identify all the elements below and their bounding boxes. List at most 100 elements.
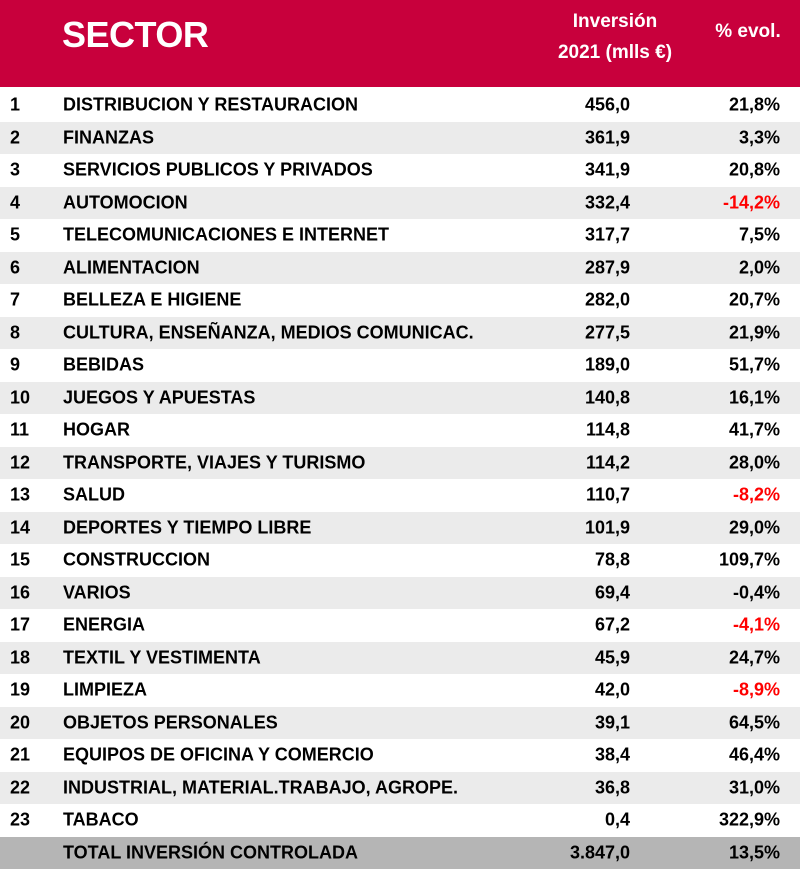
table-row: 21 EQUIPOS DE OFICINA Y COMERCIO 38,4 46,4%	[0, 739, 800, 772]
evolution-cell: -4,1%	[732, 614, 780, 635]
sector-name-cell: LIMPIEZA	[63, 679, 147, 700]
evolution-cell: 322,9%	[718, 809, 780, 830]
table-row: 5 TELECOMUNICACIONES E INTERNET 317,7 7,5%	[0, 219, 800, 252]
investment-cell: 42,0	[594, 679, 630, 700]
sector-name-cell: SERVICIOS PUBLICOS Y PRIVADOS	[63, 159, 373, 180]
rank-cell: 1	[10, 94, 21, 115]
investment-cell: 287,9	[584, 257, 630, 278]
investment-cell: 69,4	[594, 582, 630, 603]
table-row: 8 CULTURA, ENSEÑANZA, MEDIOS COMUNICAC. 27…	[0, 316, 800, 349]
table-row: 19 LIMPIEZA 42,0 -8,9%	[0, 674, 800, 707]
evolution-cell: 64,5%	[728, 712, 780, 733]
rank-cell: 7	[10, 289, 21, 310]
evolution-column-header: % evol.	[715, 21, 781, 42]
table-row: 17 ENERGIA 67,2 -4,1%	[0, 609, 800, 642]
table-row: 10 JUEGOS Y APUESTAS 140,8 16,1%	[0, 381, 800, 414]
sector-name-cell: EQUIPOS DE OFICINA Y COMERCIO	[63, 744, 374, 765]
sector-name-cell: CULTURA, ENSEÑANZA, MEDIOS COMUNICAC.	[63, 322, 474, 343]
table-row: 14 DEPORTES Y TIEMPO LIBRE 101,9 29,0%	[0, 511, 800, 544]
investment-cell: 114,2	[585, 452, 630, 473]
sector-name-cell: ENERGIA	[63, 614, 146, 635]
table-header: SECTOR Inversión 2021 (mlls €) % evol.	[0, 0, 800, 87]
total-row: TOTAL INVERSIÓN CONTROLADA 3.847,0 13,5%	[0, 836, 800, 869]
table-row: 15 CONSTRUCCION 78,8 109,7%	[0, 544, 800, 577]
sector-name-cell: CONSTRUCCION	[63, 549, 210, 570]
rank-cell: 5	[10, 224, 21, 245]
rank-cell: 6	[10, 257, 21, 278]
sector-name-cell: BEBIDAS	[63, 354, 145, 375]
investment-cell: 110,7	[585, 484, 630, 505]
table-row: 6 ALIMENTACION 287,9 2,0%	[0, 251, 800, 284]
investment-cell: 0,4	[604, 809, 630, 830]
evolution-cell: 21,8%	[728, 94, 780, 115]
table-body: 1 DISTRIBUCION Y RESTAURACION 456,0 21,8% 2 F…	[0, 89, 800, 869]
rank-cell: 4	[10, 192, 21, 213]
investment-header-line1: Inversión	[572, 11, 658, 32]
evolution-cell: 3,3%	[738, 127, 780, 148]
investment-cell: 78,8	[594, 549, 630, 570]
sector-column-header: SECTOR	[62, 14, 209, 55]
table-row: 20 OBJETOS PERSONALES 39,1 64,5%	[0, 706, 800, 739]
evolution-cell: 16,1%	[728, 387, 780, 408]
rank-cell: 8	[10, 322, 21, 343]
evolution-cell: 2,0%	[738, 257, 780, 278]
rank-cell: 22	[10, 777, 31, 798]
rank-cell: 9	[10, 354, 21, 375]
rank-cell: 17	[10, 614, 31, 635]
sector-name-cell: INDUSTRIAL, MATERIAL.TRABAJO, AGROPE.	[63, 777, 458, 798]
table-row: 9 BEBIDAS 189,0 51,7%	[0, 349, 800, 382]
sector-name-cell: DEPORTES Y TIEMPO LIBRE	[63, 517, 312, 538]
investment-cell: 282,0	[584, 289, 630, 310]
evolution-cell: 51,7%	[728, 354, 780, 375]
sector-name-cell: VARIOS	[63, 582, 131, 603]
investment-cell: 332,4	[584, 192, 630, 213]
evolution-cell: 46,4%	[728, 744, 780, 765]
evolution-cell: -14,2%	[722, 192, 780, 213]
investment-cell: 114,8	[585, 419, 630, 440]
total-investment-cell: 3.847,0	[569, 842, 630, 862]
table-row: 2 FINANZAS 361,9 3,3%	[0, 121, 800, 154]
sector-name-cell: HOGAR	[63, 419, 130, 440]
evolution-cell: -8,9%	[732, 679, 780, 700]
rank-cell: 16	[10, 582, 31, 603]
rank-cell: 20	[10, 712, 31, 733]
investment-cell: 140,8	[584, 387, 630, 408]
rank-cell: 13	[10, 484, 31, 505]
investment-cell: 277,5	[584, 322, 630, 343]
evolution-cell: 20,7%	[728, 289, 780, 310]
rank-cell: 21	[10, 744, 31, 765]
investment-cell: 45,9	[594, 647, 630, 668]
table-row: 22 INDUSTRIAL, MATERIAL.TRABAJO, AGROPE. 3…	[0, 771, 800, 804]
sector-name-cell: OBJETOS PERSONALES	[63, 712, 278, 733]
table-row: 13 SALUD 110,7 -8,2%	[0, 479, 800, 512]
table-row: 7 BELLEZA E HIGIENE 282,0 20,7%	[0, 284, 800, 317]
total-label-cell: TOTAL INVERSIÓN CONTROLADA	[63, 842, 359, 862]
table-row: 11 HOGAR 114,8 41,7%	[0, 414, 800, 447]
sector-name-cell: JUEGOS Y APUESTAS	[63, 387, 256, 408]
rank-cell: 19	[10, 679, 31, 700]
rank-cell: 3	[10, 159, 21, 180]
sector-name-cell: BELLEZA E HIGIENE	[63, 289, 242, 310]
evolution-cell: -0,4%	[732, 582, 780, 603]
evolution-cell: 109,7%	[718, 549, 780, 570]
table-row: 12 TRANSPORTE, VIAJES Y TURISMO 114,2 28,0%	[0, 446, 800, 479]
rank-cell: 15	[10, 549, 31, 570]
sector-name-cell: TABACO	[63, 809, 139, 830]
evolution-cell: -8,2%	[732, 484, 780, 505]
rank-cell: 14	[10, 517, 31, 538]
table-row: 3 SERVICIOS PUBLICOS Y PRIVADOS 341,9 20,8%	[0, 154, 800, 187]
table-row: 16 VARIOS 69,4 -0,4%	[0, 576, 800, 609]
rank-cell: 11	[10, 419, 30, 440]
rank-cell: 12	[10, 452, 31, 473]
evolution-cell: 21,9%	[728, 322, 780, 343]
investment-cell: 456,0	[584, 94, 630, 115]
sector-name-cell: DISTRIBUCION Y RESTAURACION	[63, 94, 359, 115]
investment-cell: 317,7	[584, 224, 630, 245]
evolution-cell: 31,0%	[728, 777, 780, 798]
total-evolution-cell: 13,5%	[728, 842, 780, 862]
investment-cell: 189,0	[584, 354, 630, 375]
sector-name-cell: FINANZAS	[63, 127, 154, 148]
investment-cell: 38,4	[594, 744, 630, 765]
evolution-cell: 29,0%	[728, 517, 780, 538]
